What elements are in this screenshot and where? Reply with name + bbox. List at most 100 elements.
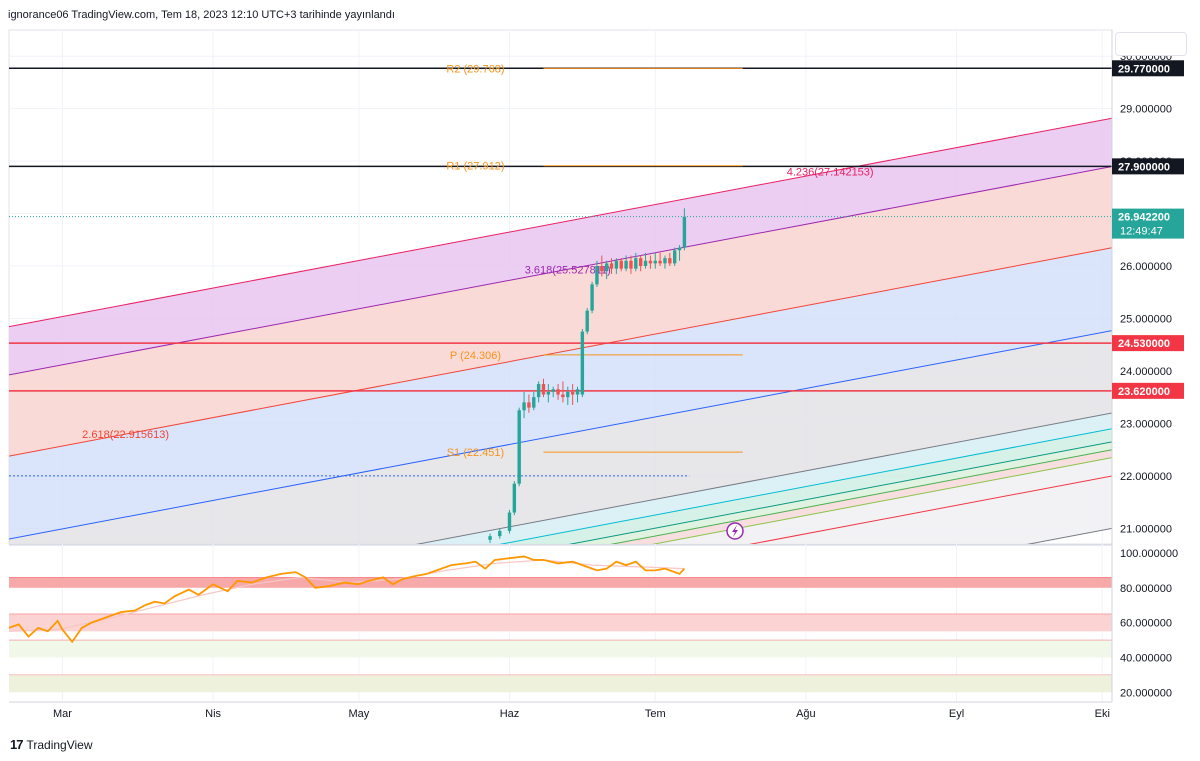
candle-body (609, 263, 614, 269)
candle-body (648, 260, 653, 264)
axes: 21.000000 22.000000 23.000000 24.000000 25.0… (9, 30, 1184, 720)
fib-channel-lines (9, 117, 1112, 544)
settings-button[interactable] (1115, 32, 1187, 56)
fib-level-line (415, 412, 1112, 544)
candle-body (585, 310, 589, 332)
candle-body (566, 391, 570, 398)
candle-body (590, 284, 594, 311)
publish-header: ignorance06 TradingView.com, Tem 18, 202… (8, 9, 395, 21)
candle-body (672, 250, 677, 264)
fib-level-line (9, 247, 1112, 457)
price-tick-label: 24.000000 (1120, 366, 1172, 378)
candle-body (682, 216, 687, 248)
candle-body (498, 530, 502, 537)
fib-level-label: 3.618(25.527811) (525, 264, 611, 276)
pivot-label-r1: R1 (27.912) (446, 161, 504, 173)
fib-level-line (568, 441, 1112, 544)
rsi-tick-label: 40.000000 (1120, 652, 1172, 664)
candle-body (517, 410, 521, 484)
price-label-box (1112, 335, 1184, 352)
fib-level-line (651, 457, 1112, 544)
candle-body (522, 402, 526, 411)
brand-name: TradingView (26, 737, 93, 752)
lightning-icon[interactable] (726, 522, 744, 540)
rsi-line-rsi (9, 555, 686, 644)
rsi-tick-label: 60.000000 (1120, 618, 1172, 630)
candle-body (541, 384, 546, 395)
pivot-points: 4.236(27.142153) 3.618(25.527811) 2.618(22… (82, 63, 873, 459)
price-tick-label: 22.000000 (1120, 471, 1172, 483)
candle-body (546, 391, 551, 395)
candle-body (677, 247, 682, 251)
candle-body (600, 266, 604, 272)
candle-body (507, 512, 512, 531)
candle-body (604, 263, 609, 272)
tradingview-logo-icon: 17 (10, 737, 24, 752)
pivot-label-r2: R2 (29.768) (446, 63, 504, 75)
time-tick-label: Nis (205, 708, 221, 720)
price-label: 29.770000 (1118, 63, 1170, 75)
price-label-box (1112, 60, 1184, 77)
candle-body (551, 389, 555, 392)
candle-body (575, 389, 580, 395)
last-price-box (1112, 208, 1184, 239)
last-price-label: 26.942200 (1118, 212, 1170, 224)
price-tick-label: 29.000000 (1120, 104, 1172, 116)
rsi-band (9, 577, 1112, 588)
candle-body (619, 260, 623, 269)
candle-body (624, 260, 628, 269)
fib-level-line (499, 428, 1112, 544)
candle-body (580, 331, 585, 395)
tradingview-brand: 17 TradingView (10, 737, 93, 752)
rsi-band (9, 640, 1112, 658)
candle-body (663, 258, 667, 264)
price-label: 23.620000 (1118, 386, 1170, 398)
candle-body (532, 397, 536, 408)
fib-level-line (9, 330, 1112, 540)
price-label: 27.900000 (1118, 161, 1170, 173)
rsi-tick-label: 80.000000 (1120, 583, 1172, 595)
horizontal-lines[interactable] (9, 67, 1112, 392)
fib-level-line (610, 449, 1112, 544)
price-label-box (1112, 382, 1184, 399)
rsi-band (9, 613, 1112, 632)
candle-body (658, 260, 662, 264)
candle-body (634, 258, 638, 269)
candle-body (570, 391, 575, 395)
candle-body (638, 258, 643, 267)
candle-body (643, 260, 648, 267)
candle-body (614, 260, 619, 269)
candle-body (629, 260, 633, 269)
rsi-pane (9, 555, 1112, 693)
candlesticks (488, 208, 687, 543)
price-label-box (1112, 158, 1184, 175)
countdown-label: 12:49:47 (1120, 226, 1163, 238)
time-tick-label: Eyl (949, 708, 964, 720)
rsi-tick-label: 20.000000 (1120, 687, 1172, 699)
rsi-band (9, 674, 1112, 693)
time-tick-label: Tem (645, 708, 666, 720)
fib-band-fill (9, 118, 1112, 375)
candle-body (595, 266, 599, 285)
candle-body (488, 536, 492, 540)
rsi-tick-label: 100.000000 (1120, 548, 1178, 560)
candle-body (512, 483, 517, 513)
time-tick-label: May (348, 708, 369, 720)
candle-body (653, 260, 657, 264)
price-tick-label: 25.000000 (1120, 313, 1172, 325)
time-tick-label: Haz (500, 708, 520, 720)
time-tick-label: Mar (53, 708, 72, 720)
fib-level-label: 4.236(27.142153) (787, 166, 874, 178)
price-tick-label: 26.000000 (1120, 261, 1172, 273)
fib-level-line (1026, 527, 1112, 544)
pivot-label-s1: S1 (22.451) (447, 447, 504, 459)
candle-body (556, 389, 560, 395)
candle-body (561, 394, 565, 398)
fib-band-fill (9, 330, 1112, 544)
candle-body (668, 258, 672, 264)
price-tick-label: 23.000000 (1120, 418, 1172, 430)
fib-level-line (9, 166, 1112, 376)
candle-body (527, 402, 531, 408)
fib-band-fill (9, 247, 1112, 540)
